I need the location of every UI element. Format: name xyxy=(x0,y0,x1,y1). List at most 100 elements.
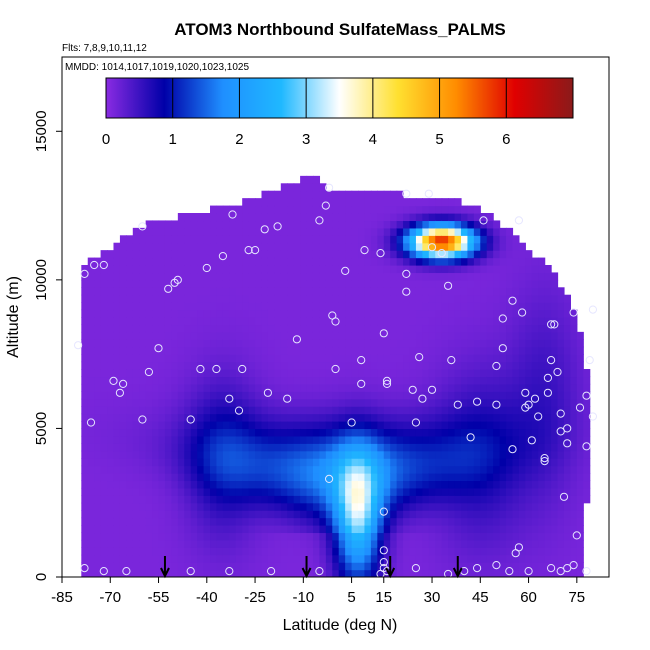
heatmap-cell xyxy=(158,450,166,459)
heatmap-cell xyxy=(499,302,507,311)
heatmap-cell xyxy=(210,435,218,444)
heatmap-cell xyxy=(81,361,89,370)
heatmap-cell xyxy=(216,346,224,355)
heatmap-cell xyxy=(563,413,571,422)
heatmap-cell xyxy=(576,502,584,511)
heatmap-cell xyxy=(319,354,327,363)
heatmap-cell xyxy=(441,331,449,340)
heatmap-cell xyxy=(351,227,359,236)
heatmap-cell xyxy=(203,502,211,511)
heatmap-cell xyxy=(441,220,449,229)
heatmap-cell xyxy=(390,205,398,214)
heatmap-cell xyxy=(551,487,559,496)
heatmap-cell xyxy=(351,190,359,199)
heatmap-cell xyxy=(306,294,314,303)
sample-point xyxy=(74,341,83,350)
heatmap-cell xyxy=(152,450,160,459)
heatmap-cell xyxy=(287,502,295,511)
heatmap-cell xyxy=(544,361,552,370)
heatmap-cell xyxy=(177,369,185,378)
heatmap-cell xyxy=(377,369,385,378)
heatmap-cell xyxy=(190,406,198,415)
heatmap-cell xyxy=(267,569,275,577)
heatmap-cell xyxy=(255,309,263,318)
heatmap-cell xyxy=(390,317,398,326)
heatmap-cell xyxy=(525,480,533,489)
heatmap-cell xyxy=(293,265,301,274)
heatmap-cell xyxy=(293,562,301,571)
sample-point xyxy=(99,260,108,270)
heatmap-cell xyxy=(280,525,288,534)
heatmap-cell xyxy=(158,250,166,259)
heatmap-cell xyxy=(210,554,218,563)
heatmap-cell xyxy=(113,361,121,370)
sample-point xyxy=(154,344,163,353)
heatmap-cell xyxy=(364,205,372,214)
heatmap-cell xyxy=(94,391,102,400)
heatmap-cell xyxy=(293,539,301,548)
heatmap-cell xyxy=(248,279,256,288)
heatmap-cell xyxy=(312,302,321,311)
heatmap-cell xyxy=(210,502,218,511)
heatmap-cell xyxy=(409,213,417,222)
heatmap-cell xyxy=(403,562,411,571)
heatmap-cell xyxy=(107,361,115,370)
heatmap-cell xyxy=(267,205,275,214)
heatmap-cell xyxy=(190,421,198,430)
heatmap-cell xyxy=(139,376,147,385)
sample-point xyxy=(202,263,211,273)
heatmap-cell xyxy=(300,257,308,266)
heatmap-cell xyxy=(81,324,89,333)
heatmap-cell xyxy=(422,539,430,548)
heatmap-cell xyxy=(145,309,153,318)
heatmap-cell xyxy=(261,331,269,340)
heatmap-cell xyxy=(358,547,366,556)
heatmap-cell xyxy=(152,391,160,400)
heatmap-cell xyxy=(107,569,115,577)
heatmap-cell xyxy=(248,525,256,534)
sample-point xyxy=(144,367,153,377)
heatmap-cell xyxy=(448,346,456,355)
heatmap-cell xyxy=(415,480,423,489)
heatmap-cell xyxy=(370,324,378,333)
heatmap-cell xyxy=(171,265,179,274)
heatmap-cell xyxy=(460,220,469,229)
heatmap-cell xyxy=(280,458,288,467)
heatmap-cell xyxy=(171,331,179,340)
heatmap-cell xyxy=(255,458,263,467)
sample-point xyxy=(424,189,433,198)
y-tick-label: 10000 xyxy=(33,259,50,301)
heatmap-cell xyxy=(242,376,250,385)
heatmap-cell xyxy=(358,421,366,430)
heatmap-cell xyxy=(506,413,514,422)
heatmap-cell xyxy=(415,502,423,511)
heatmap-cell xyxy=(229,517,237,526)
heatmap-cell xyxy=(216,465,224,474)
heatmap-cell xyxy=(312,279,321,288)
heatmap-cell xyxy=(100,487,108,496)
heatmap-cell xyxy=(563,450,571,459)
heatmap-cell xyxy=(512,465,520,474)
heatmap-cell xyxy=(403,480,411,489)
heatmap-cell xyxy=(113,257,121,266)
heatmap-cell xyxy=(518,250,526,259)
heatmap-cell xyxy=(190,450,198,459)
heatmap-cell xyxy=(126,517,134,526)
heatmap-cell xyxy=(551,406,559,415)
colorbar-tick-label: 0 xyxy=(102,131,110,148)
heatmap-cell xyxy=(370,398,378,407)
heatmap-cell xyxy=(351,265,359,274)
heatmap-cell xyxy=(261,205,269,214)
heatmap-cell xyxy=(435,279,443,288)
heatmap-cell xyxy=(197,250,205,259)
heatmap-cell xyxy=(377,361,385,370)
heatmap-cell xyxy=(332,272,340,281)
heatmap-cell xyxy=(332,354,340,363)
heatmap-cell xyxy=(171,383,179,392)
heatmap-cell xyxy=(563,369,571,378)
heatmap-cell xyxy=(152,406,160,415)
heatmap-cell xyxy=(139,235,147,244)
heatmap-cell xyxy=(312,183,321,192)
heatmap-cell xyxy=(576,473,584,482)
heatmap-cell xyxy=(557,346,565,355)
